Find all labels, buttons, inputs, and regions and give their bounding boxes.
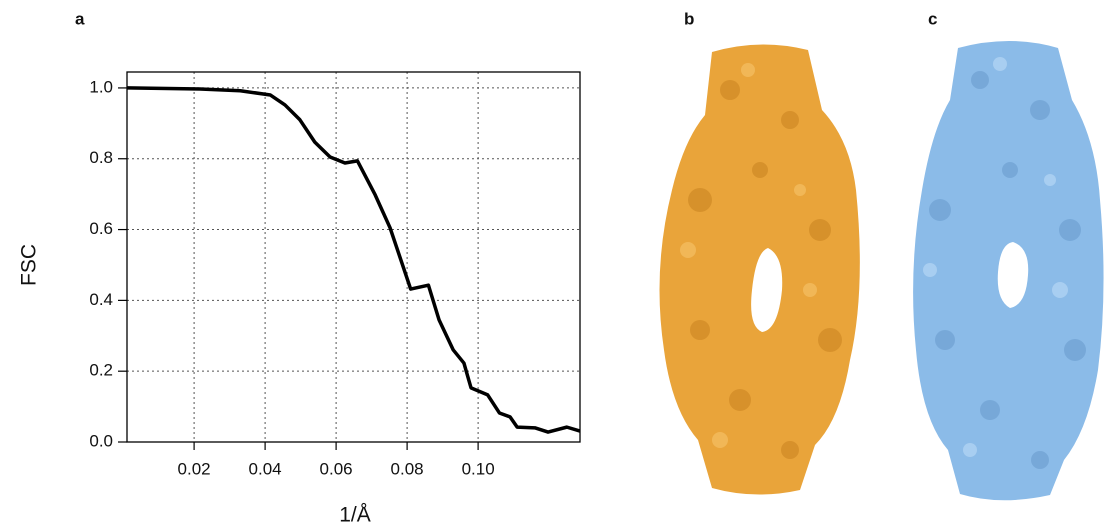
y-tick-label: 0.6 [89,219,113,238]
x-tick-label: 0.02 [178,459,211,478]
x-tick-label: 0.06 [320,459,353,478]
y-tick-label: 0.4 [89,290,113,309]
y-tick-label: 0.0 [89,431,113,450]
y-tick-label: 1.0 [89,77,113,96]
panel-label: a [75,9,85,28]
x-axis-title: 1/Å [339,504,371,527]
plot-frame [126,71,581,443]
density-map-orange [659,44,860,495]
density-map-blue [913,41,1104,501]
y-tick-label: 0.2 [89,361,113,380]
panel-label: b [684,9,694,28]
x-tick-label: 0.08 [391,459,424,478]
panel-label: c [928,9,937,28]
fsc-curve [126,86,581,434]
x-tick-label: 0.10 [462,459,495,478]
y-axis-title: FSC [18,244,41,286]
x-tick-label: 0.04 [249,459,282,478]
y-tick-label: 0.8 [89,148,113,167]
